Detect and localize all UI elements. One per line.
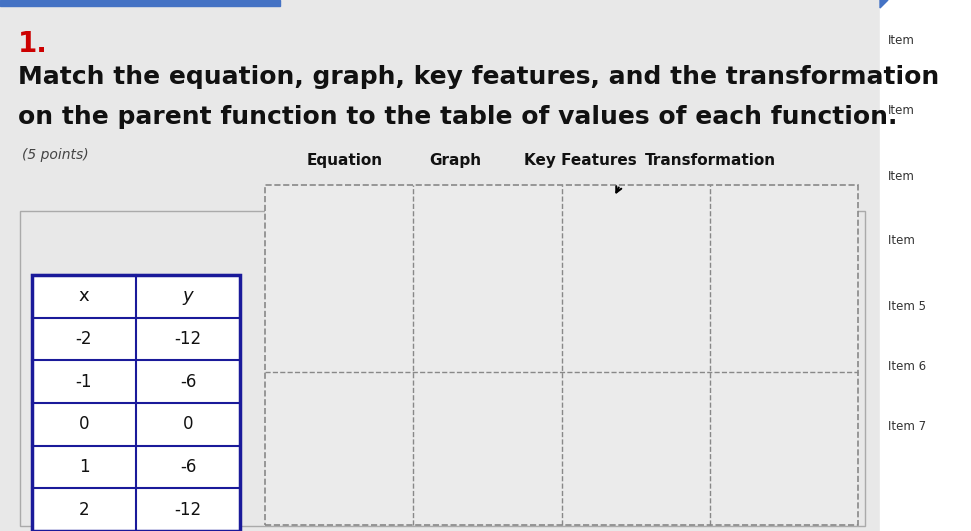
Text: Transformation: Transformation <box>645 153 776 168</box>
Text: -6: -6 <box>180 373 196 391</box>
Text: Match the equation, graph, key features, and the transformation: Match the equation, graph, key features,… <box>18 65 939 89</box>
Text: Item 7: Item 7 <box>888 419 926 433</box>
Text: Item 5: Item 5 <box>888 299 926 313</box>
Text: 0: 0 <box>79 415 89 433</box>
Text: Key Features: Key Features <box>523 153 636 168</box>
Text: -6: -6 <box>180 458 196 476</box>
Text: Item: Item <box>888 105 915 117</box>
Text: 1.: 1. <box>18 30 48 58</box>
Text: -12: -12 <box>175 501 202 519</box>
Bar <box>20 211 865 526</box>
Bar <box>880 0 971 531</box>
Text: Graph: Graph <box>429 153 481 168</box>
Text: Item: Item <box>888 235 919 247</box>
Text: Item 6: Item 6 <box>888 359 926 373</box>
Text: x: x <box>79 287 89 305</box>
Bar <box>265 185 858 525</box>
Text: 1: 1 <box>79 458 89 476</box>
Text: 0: 0 <box>183 415 193 433</box>
Text: y: y <box>183 287 193 305</box>
Bar <box>32 275 240 531</box>
Text: on the parent function to the table of values of each function.: on the parent function to the table of v… <box>18 105 897 129</box>
Polygon shape <box>880 0 888 8</box>
Text: -1: -1 <box>76 373 92 391</box>
Text: (5 points): (5 points) <box>22 148 88 162</box>
Text: 2: 2 <box>79 501 89 519</box>
Bar <box>0 0 280 6</box>
Text: Item: Item <box>888 35 915 47</box>
Text: -2: -2 <box>76 330 92 348</box>
Bar <box>32 275 240 531</box>
Text: Item: Item <box>888 169 915 183</box>
Text: -12: -12 <box>175 330 202 348</box>
Text: Equation: Equation <box>307 153 384 168</box>
